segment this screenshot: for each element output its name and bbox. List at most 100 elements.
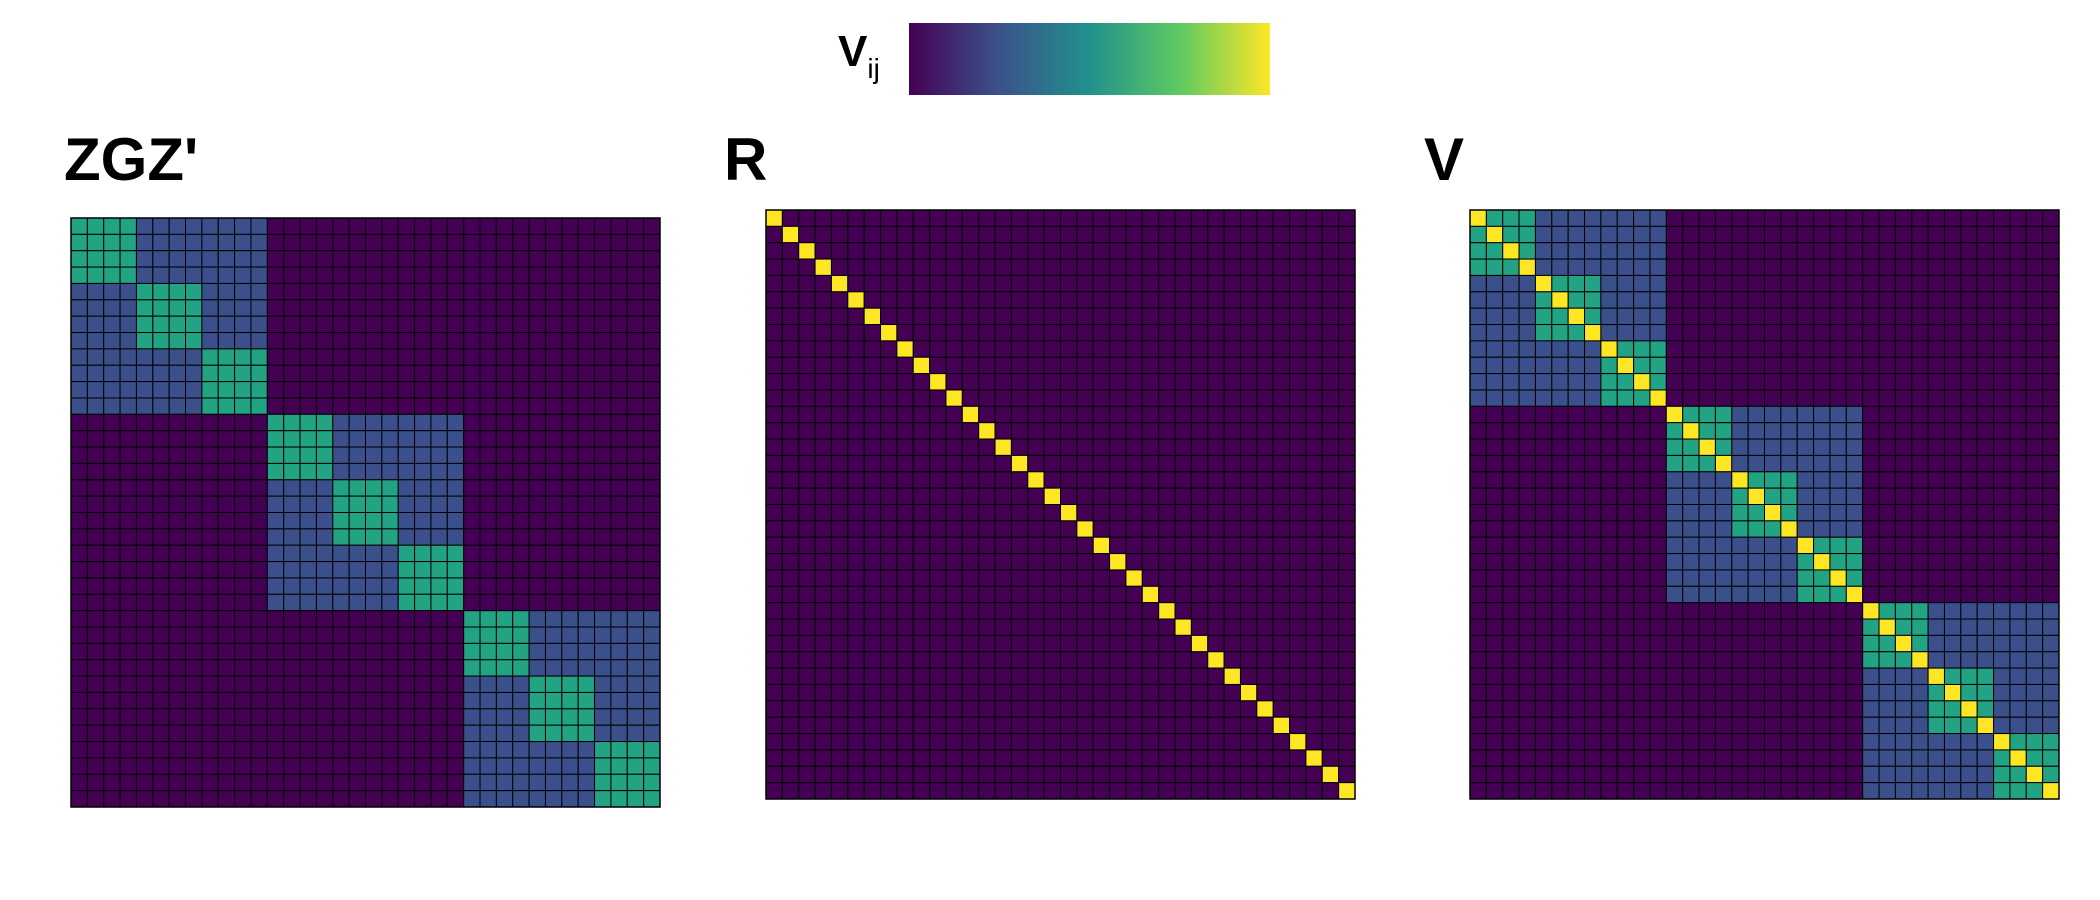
heatmap-cell [1174,225,1192,244]
heatmap-cell [1616,782,1635,800]
heatmap-cell [1960,454,1978,473]
heatmap-cell [414,659,432,677]
heatmap-cell [1043,471,1062,489]
heatmap-cell [945,520,963,538]
heatmap-cell [1551,602,1569,620]
heatmap-cell [1190,651,1209,669]
heatmap-cell [994,209,1012,227]
heatmap-cell [1338,553,1356,571]
heatmap-cell [495,495,514,514]
heatmap-cell [217,708,236,726]
heatmap-cell [495,250,514,268]
heatmap-cell [1010,258,1029,276]
heatmap-cell [266,266,285,284]
heatmap-cell [1649,536,1667,555]
heatmap-cell [1060,291,1078,309]
heatmap-cell [1534,242,1553,260]
heatmap-cell [1060,749,1078,767]
heatmap-cell [561,544,579,563]
heatmap-cell [1584,373,1602,391]
heatmap-cell [1027,602,1045,620]
heatmap-cell [1600,225,1618,244]
heatmap-cell [1649,504,1667,522]
heatmap-cell [1829,667,1847,685]
heatmap-cell [912,242,931,260]
heatmap-cell [1665,536,1684,555]
heatmap-cell [1190,504,1209,522]
heatmap-cell [1993,356,2011,375]
heatmap-cell [1927,765,1945,784]
heatmap-cell [1469,340,1487,358]
heatmap-cell [978,585,996,604]
heatmap-cell [1714,487,1733,506]
heatmap-cell [798,585,816,604]
heatmap-cell [1845,520,1864,538]
heatmap-cell [1976,520,1995,538]
heatmap-cell [1878,520,1896,538]
heatmap-cell [348,233,367,252]
heatmap-cell [1993,242,2011,260]
heatmap-cell [512,773,530,792]
heatmap-cell [1551,634,1569,653]
heatmap-cell [1567,634,1586,653]
heatmap-cell [70,446,88,464]
heatmap-cell [1714,340,1733,358]
heatmap-cell [168,642,187,661]
heatmap-cell [1927,733,1945,751]
heatmap-cell [201,446,219,464]
heatmap-cell [781,504,800,522]
heatmap-cell [1943,700,1962,718]
heatmap-cell [201,561,219,579]
heatmap-cell [1141,651,1160,669]
heatmap-cell [561,593,579,612]
heatmap-cell [1567,618,1586,636]
heatmap-cell [348,757,367,775]
heatmap-cell [1125,782,1143,800]
heatmap-cell [1469,504,1487,522]
heatmap-cell [1534,667,1553,685]
heatmap-cell [86,544,105,563]
heatmap-cell [1502,504,1520,522]
heatmap-cell [381,659,399,677]
heatmap-cell [1878,618,1896,636]
heatmap-cell [1289,733,1307,751]
heatmap-cell [781,667,800,685]
heatmap-cell [961,520,980,538]
heatmap-cell [528,299,546,317]
heatmap-cell [544,462,563,481]
heatmap-cell [1911,716,1929,735]
heatmap-cell [365,315,383,334]
heatmap-cell [315,397,334,415]
heatmap-cell [528,397,546,415]
heatmap-cell [1584,683,1602,702]
heatmap-cell [479,675,497,693]
heatmap-cell [168,348,187,366]
heatmap-cell [381,446,399,464]
heatmap-cell [332,233,350,252]
heatmap-cell [1584,258,1602,276]
heatmap-cell [594,233,612,252]
heatmap-cell [266,544,285,563]
heatmap-cell [1190,683,1209,702]
heatmap-cell [495,708,514,726]
heatmap-cell [1469,258,1487,276]
heatmap-cell [561,348,579,366]
heatmap-cell [119,430,137,448]
heatmap-cell [847,373,865,391]
heatmap-cell [70,462,88,481]
heatmap-cell [86,446,105,464]
heatmap-cell [929,536,947,555]
heatmap-cell [1911,733,1929,751]
heatmap-cell [1321,258,1340,276]
heatmap-cell [381,266,399,284]
heatmap-cell [414,364,432,383]
heatmap-cell [266,642,285,661]
heatmap-cell [1894,716,1913,735]
heatmap-cell [1190,225,1209,244]
heatmap-cell [299,528,317,546]
heatmap-cell [1894,700,1913,718]
heatmap-cell [1338,700,1356,718]
heatmap-cell [201,544,219,563]
heatmap-cell [544,315,563,334]
heatmap-cell [929,504,947,522]
